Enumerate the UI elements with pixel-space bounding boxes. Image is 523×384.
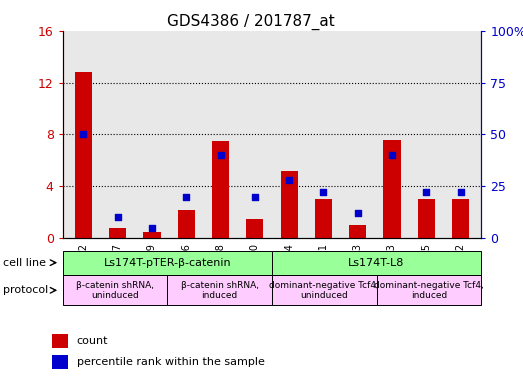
- Bar: [315, 199, 332, 238]
- Point: [457, 189, 465, 195]
- Point: [217, 152, 225, 158]
- Bar: [212, 141, 229, 238]
- Bar: [246, 218, 264, 238]
- Point: [113, 214, 122, 220]
- Bar: [143, 232, 161, 238]
- Text: Ls174T-L8: Ls174T-L8: [348, 258, 405, 268]
- Point: [422, 189, 430, 195]
- Bar: [280, 170, 298, 238]
- Bar: [52, 334, 68, 348]
- Text: percentile rank within the sample: percentile rank within the sample: [77, 357, 265, 367]
- Point: [388, 152, 396, 158]
- Point: [182, 194, 190, 200]
- Text: β-catenin shRNA,
induced: β-catenin shRNA, induced: [180, 281, 259, 300]
- Bar: [383, 140, 401, 238]
- Point: [354, 210, 362, 216]
- Bar: [178, 210, 195, 238]
- Point: [319, 189, 327, 195]
- Bar: [452, 199, 469, 238]
- Text: cell line: cell line: [3, 258, 46, 268]
- Bar: [349, 225, 366, 238]
- Text: dominant-negative Tcf4,
uninduced: dominant-negative Tcf4, uninduced: [269, 281, 379, 300]
- Bar: [109, 228, 126, 238]
- Point: [251, 194, 259, 200]
- Text: protocol: protocol: [3, 285, 48, 295]
- Point: [79, 131, 87, 137]
- Point: [147, 225, 156, 231]
- Bar: [52, 355, 68, 369]
- Point: [285, 177, 293, 183]
- Text: dominant-negative Tcf4,
induced: dominant-negative Tcf4, induced: [374, 281, 484, 300]
- Text: β-catenin shRNA,
uninduced: β-catenin shRNA, uninduced: [76, 281, 154, 300]
- Text: Ls174T-pTER-β-catenin: Ls174T-pTER-β-catenin: [104, 258, 231, 268]
- Bar: [418, 199, 435, 238]
- Bar: [75, 72, 92, 238]
- Text: count: count: [77, 336, 108, 346]
- Text: GDS4386 / 201787_at: GDS4386 / 201787_at: [167, 13, 335, 30]
